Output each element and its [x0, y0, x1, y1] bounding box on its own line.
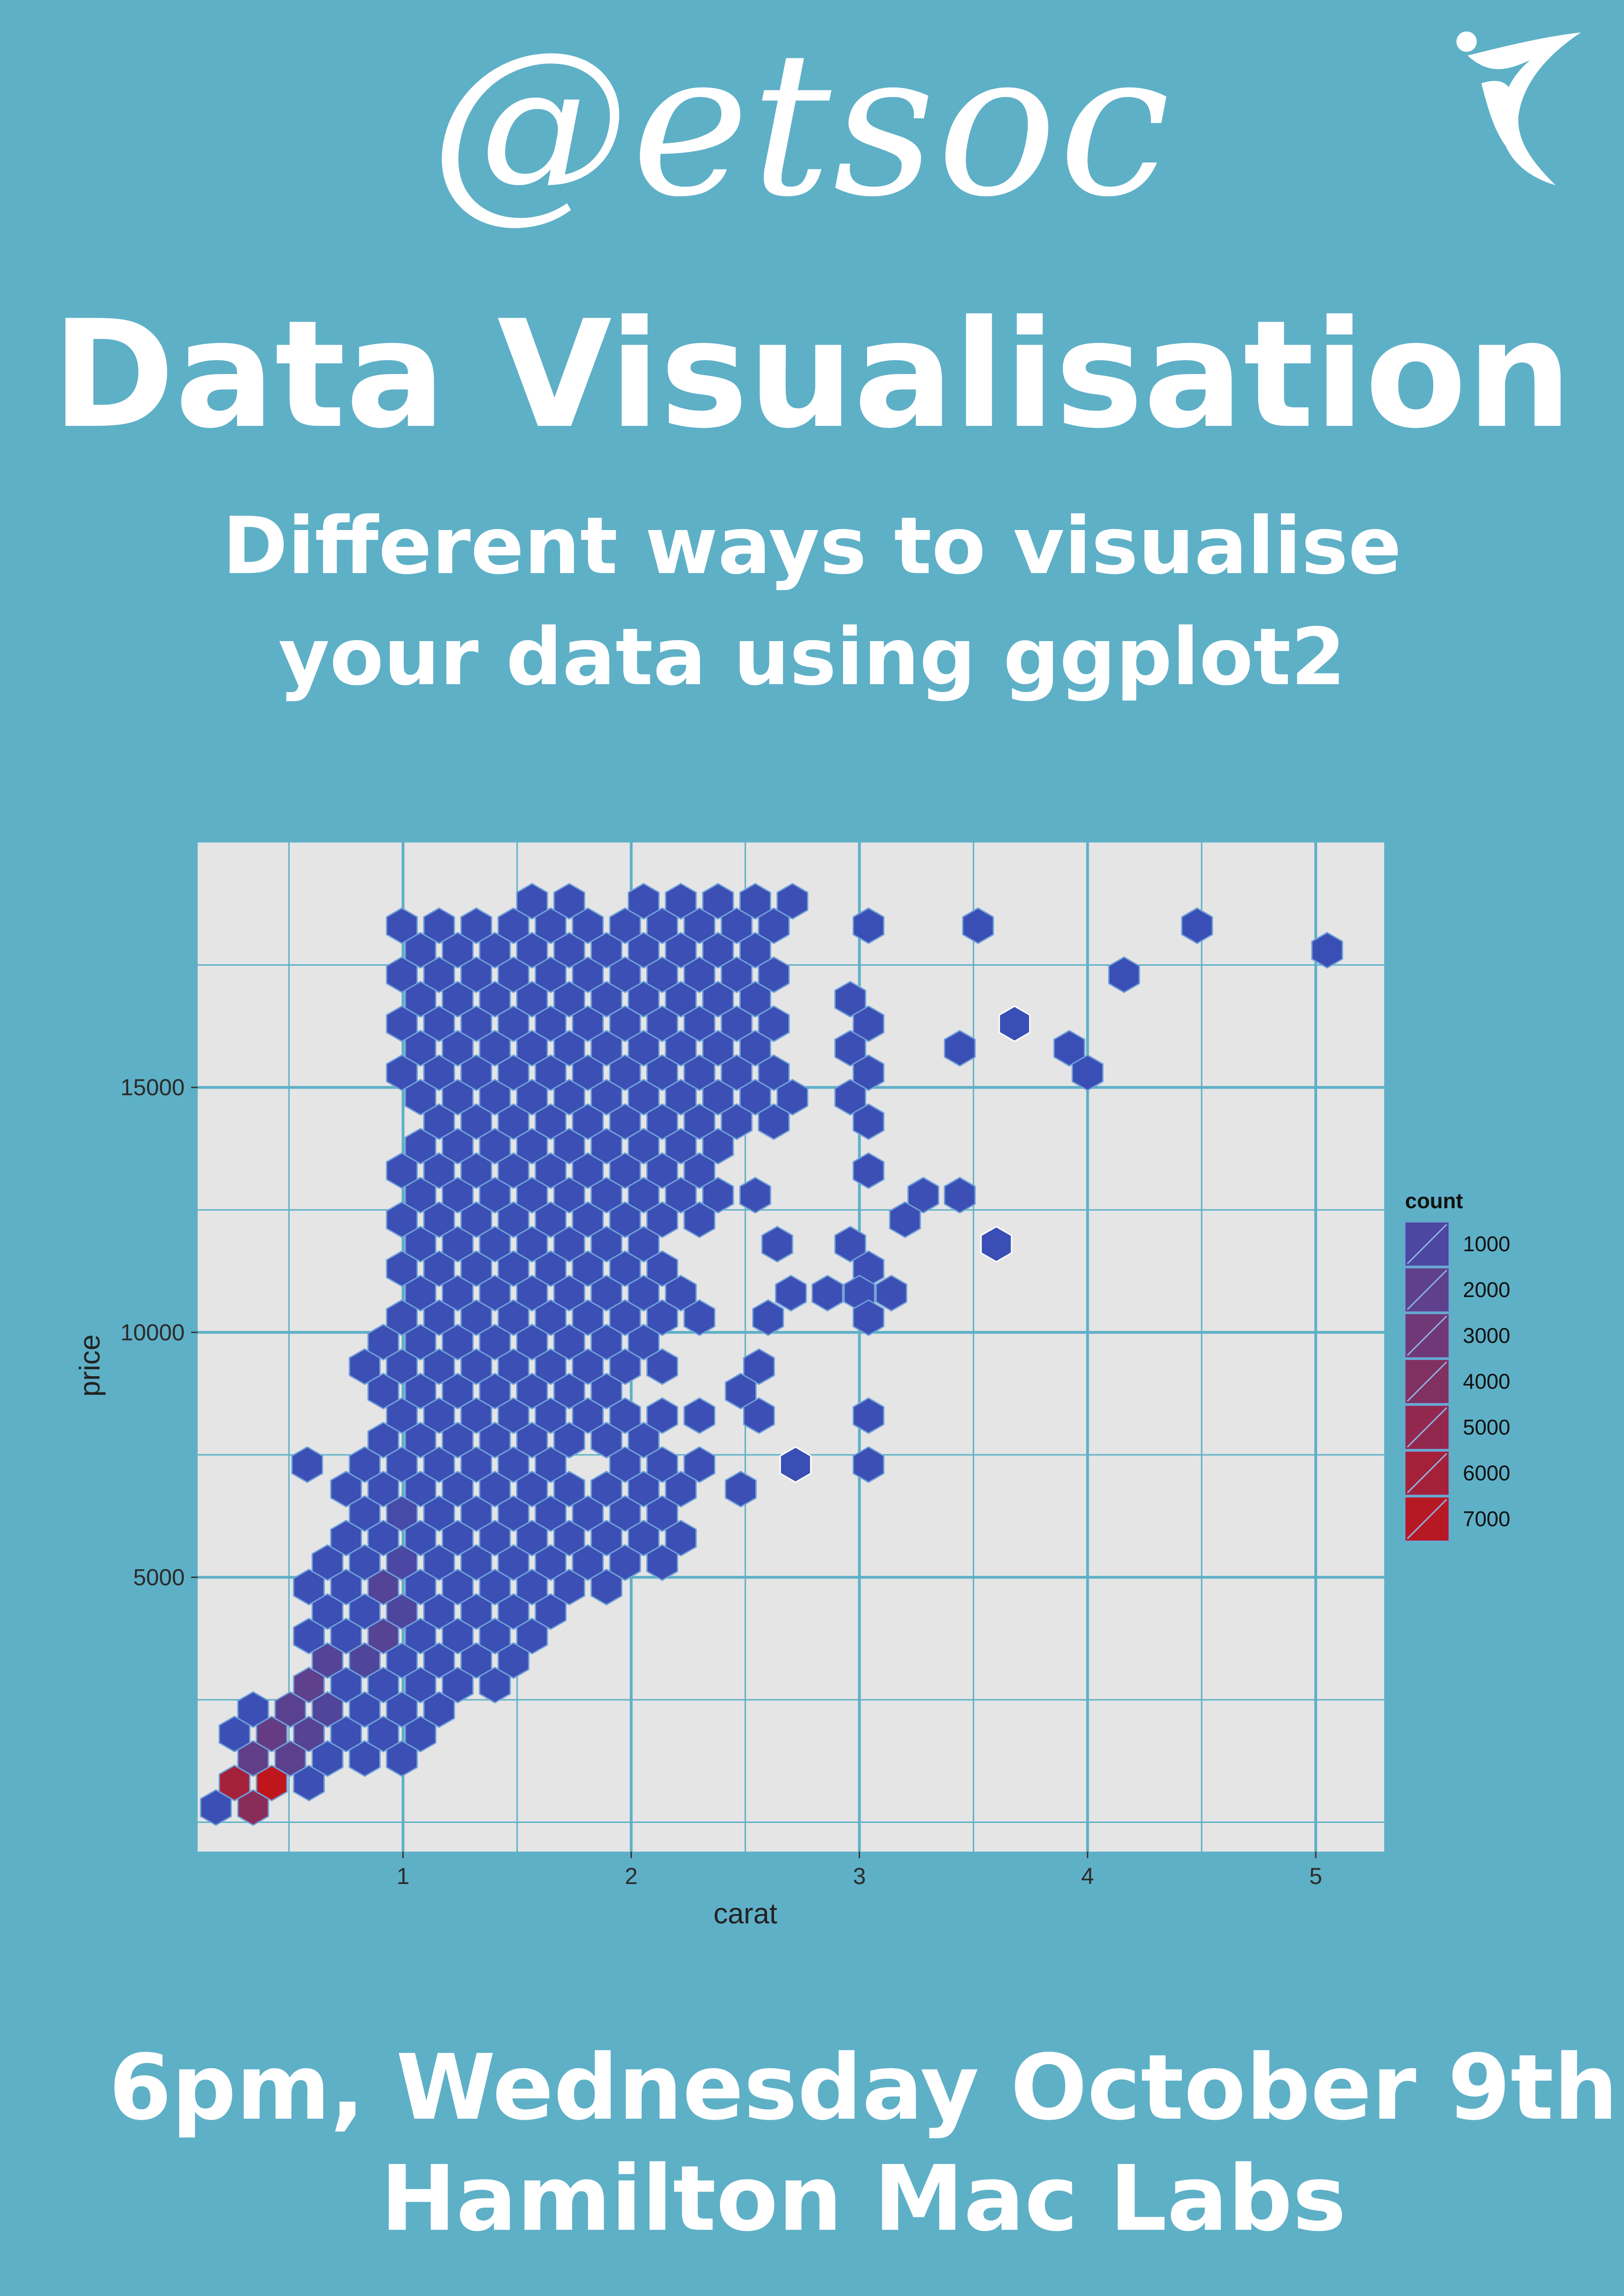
hex-cell [683, 1397, 716, 1434]
legend-label: 4000 [1463, 1369, 1510, 1393]
x-tick-label: 1 [397, 1863, 410, 1889]
hex-cell [889, 1201, 921, 1238]
hex-cell [386, 907, 418, 944]
hex-cell [812, 1274, 843, 1312]
hex-cell [776, 883, 809, 920]
hex-cell [943, 1029, 976, 1067]
legend-label: 1000 [1463, 1232, 1510, 1256]
event-location: Hamilton Mac Labs [380, 2146, 1347, 2251]
hex-cell [999, 1005, 1031, 1042]
hex-cell [943, 1177, 976, 1214]
hex-cell [553, 883, 586, 920]
y-axis-label: price [74, 1335, 106, 1397]
hex-cell [1071, 1054, 1104, 1092]
hexbin-cells [200, 883, 1343, 1826]
y-axis-ticks: 5000 10000 15000 [120, 1074, 198, 1590]
hex-cell [423, 907, 455, 944]
hex-cell [852, 907, 885, 944]
hex-cell [516, 883, 548, 920]
hex-cell [743, 1397, 775, 1434]
subtitle-line-2: your data using ggplot2 [278, 611, 1346, 703]
legend-label: 3000 [1463, 1323, 1510, 1348]
hex-cell [1181, 907, 1213, 944]
x-tick-label: 2 [625, 1863, 638, 1889]
legend-swatch-stroke [1406, 1407, 1448, 1448]
hex-cell [852, 1446, 885, 1483]
hex-cell [852, 1152, 885, 1189]
legend-label: 6000 [1463, 1461, 1510, 1485]
subtitle-line-1: Different ways to visualise [222, 500, 1402, 592]
hex-cell [875, 1274, 907, 1312]
hex-cell [980, 1226, 1012, 1263]
legend-title: count [1405, 1189, 1463, 1213]
netsoc-logo: @etsoc [431, 9, 1172, 241]
legend-label: 2000 [1463, 1278, 1510, 1302]
hex-cell [834, 1226, 867, 1263]
color-legend: count 1000 2000 3000 4000 5000 6000 7000 [1405, 1189, 1510, 1541]
y-tick-label: 10000 [120, 1319, 185, 1345]
legend-swatch-stroke [1406, 1223, 1448, 1265]
hexbin-chart: 5000 10000 15000 1 2 3 4 5 carat price count 1… [74, 842, 1510, 1930]
legend-swatch-stroke [1406, 1315, 1448, 1356]
hex-cell [852, 1103, 885, 1140]
hex-cell [752, 1299, 784, 1336]
y-tick-label: 15000 [120, 1074, 185, 1100]
hex-cell [1311, 932, 1343, 969]
hex-cell [852, 1054, 885, 1092]
hex-cell [665, 883, 697, 920]
hex-cell [852, 1299, 885, 1336]
hex-cell [962, 907, 994, 944]
hex-cell [627, 883, 660, 920]
legend-label: 5000 [1463, 1415, 1510, 1439]
hex-cell [775, 1274, 807, 1312]
legend-swatch-stroke [1406, 1453, 1448, 1494]
hex-cell [725, 1471, 757, 1508]
hex-cell [725, 1373, 757, 1410]
hex-cell [702, 883, 734, 920]
legend-label: 7000 [1463, 1507, 1510, 1531]
hex-cell [237, 1691, 269, 1728]
legend-swatch-stroke [1406, 1269, 1448, 1310]
hex-cell [834, 980, 867, 1018]
x-axis-label: carat [713, 1898, 777, 1930]
hex-cell [291, 1446, 323, 1483]
legend-swatch-stroke [1406, 1361, 1448, 1402]
hex-cell [743, 1348, 775, 1385]
hex-cell [1053, 1029, 1086, 1067]
hex-cell [852, 1005, 885, 1042]
x-tick-label: 3 [853, 1863, 866, 1889]
page-title: Data Visualisation [52, 289, 1572, 461]
hex-cell [739, 1177, 771, 1214]
hex-cell [1108, 956, 1140, 993]
x-tick-label: 5 [1309, 1863, 1322, 1889]
legend-swatch-stroke [1406, 1498, 1448, 1540]
hex-cell [761, 1226, 793, 1263]
x-axis-ticks: 1 2 3 4 5 [397, 1852, 1322, 1889]
x-tick-label: 4 [1081, 1863, 1094, 1889]
society-emblem-icon [1456, 31, 1581, 185]
hex-cell [834, 1079, 867, 1116]
hex-cell [460, 907, 493, 944]
hex-cell [646, 1397, 678, 1434]
hex-cell [852, 1397, 885, 1434]
hex-cell [779, 1446, 812, 1483]
y-tick-label: 5000 [133, 1564, 185, 1590]
event-time: 6pm, Wednesday October 9th [109, 2035, 1618, 2140]
hex-cell [739, 883, 771, 920]
hex-cell [907, 1177, 939, 1214]
hex-cell [834, 1029, 867, 1067]
hex-cell [683, 1446, 716, 1483]
